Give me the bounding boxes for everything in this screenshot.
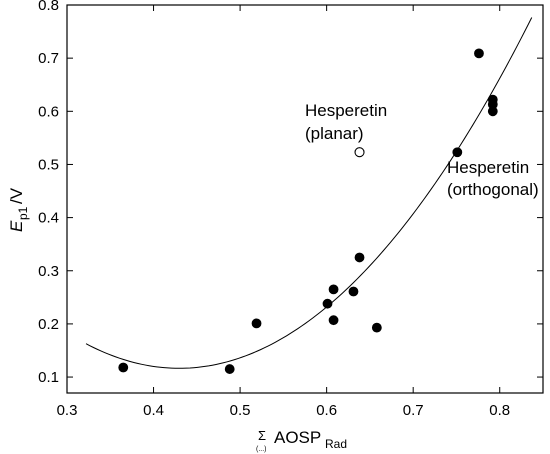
- annotation-planar-line1: Hesperetin: [305, 101, 387, 120]
- y-axis-label-suffix: /V: [7, 187, 26, 204]
- y-tick-label-1: 0.2: [38, 316, 59, 333]
- data-points: [118, 48, 498, 374]
- data-point-0-9: [452, 147, 463, 158]
- data-point-0-3: [322, 298, 333, 309]
- x-axis-label-sigma-sub: (...): [256, 446, 267, 453]
- y-tick-label-6: 0.7: [38, 50, 59, 67]
- data-point-0-0: [118, 362, 129, 373]
- data-point-0-10: [474, 48, 484, 59]
- x-tick-label-5: 0.8: [489, 402, 510, 419]
- annotation-orthogonal-line1: Hesperetin: [447, 158, 529, 177]
- x-axis-label-sigma: Σ: [258, 428, 266, 443]
- y-tick-label-5: 0.6: [38, 103, 59, 120]
- y-tick-label-0: 0.1: [38, 369, 59, 386]
- x-tick-label-1: 0.4: [143, 402, 164, 419]
- x-tick-label-3: 0.6: [316, 402, 337, 419]
- x-axis-label: Σ (...) AOSP Rad: [256, 428, 347, 453]
- y-axis-label: E p1 /V: [7, 187, 30, 232]
- annotation-orthogonal-line2: (orthogonal): [447, 180, 539, 199]
- x-axis-label-main: AOSP: [274, 428, 321, 447]
- x-tick-label-4: 0.7: [403, 402, 424, 419]
- data-point-0-8: [371, 322, 382, 333]
- y-tick-label-7: 0.8: [38, 0, 59, 14]
- y-tick-label-4: 0.5: [38, 156, 59, 173]
- data-point-0-2: [251, 318, 262, 329]
- x-tick-label-0: 0.3: [57, 402, 78, 419]
- annotation-planar-line2: (planar): [305, 124, 364, 143]
- data-point-0-13: [487, 106, 498, 117]
- x-axis-label-sub: Rad: [325, 437, 347, 451]
- x-tick-label-2: 0.5: [230, 402, 251, 419]
- data-point-0-6: [348, 286, 359, 297]
- y-axis-label-main: E: [7, 220, 26, 232]
- data-point-0-5: [328, 315, 339, 326]
- data-point-0-7: [354, 252, 365, 263]
- axis-ticks: 0.3 0.4 0.5 0.6 0.7 0.8 0.1 0.2 0.3 0.4 0.5 0.6 0.7 0…: [38, 0, 543, 419]
- y-tick-label-3: 0.4: [38, 210, 59, 227]
- open-point-1-0: [354, 147, 365, 158]
- data-point-0-4: [328, 284, 339, 295]
- data-point-0-1: [224, 364, 235, 374]
- y-tick-label-2: 0.3: [38, 263, 59, 280]
- plot-frame: [66, 4, 544, 394]
- y-axis-label-sub: p1: [16, 206, 30, 220]
